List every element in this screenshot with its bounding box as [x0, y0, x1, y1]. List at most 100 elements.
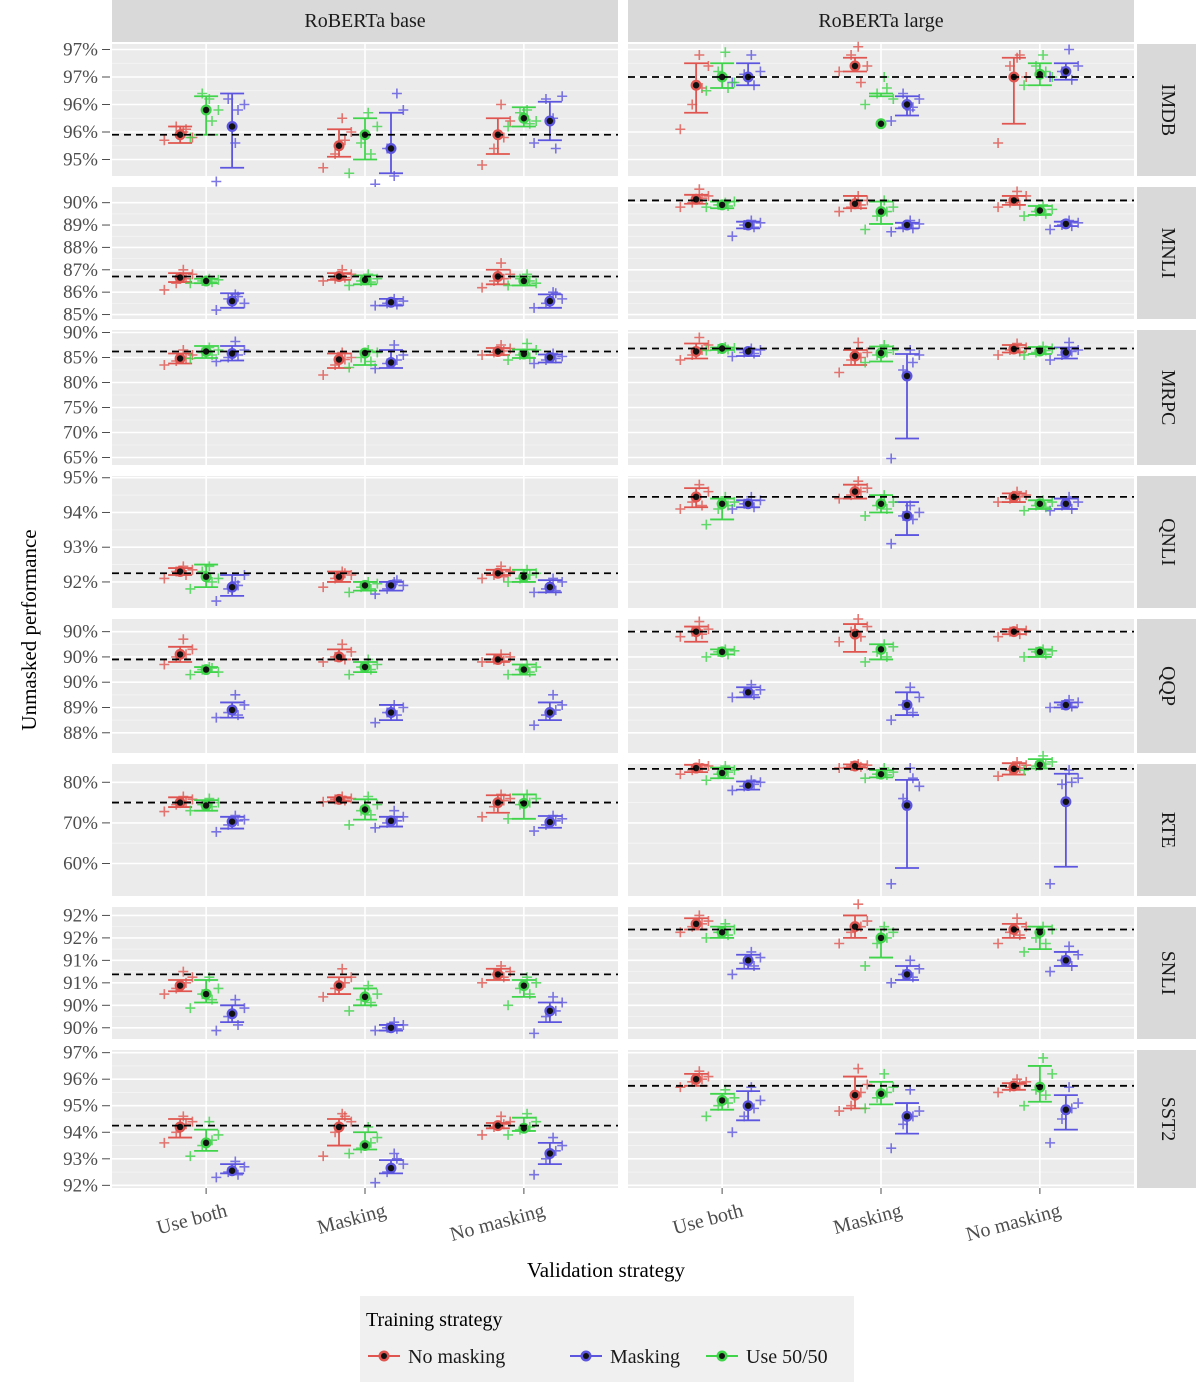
panel-MNLI-0 [112, 187, 618, 319]
jitter-point [720, 47, 731, 58]
mean-point [877, 208, 885, 215]
jitter-point [185, 353, 196, 364]
column-strip-label: RoBERTa base [304, 10, 425, 32]
mean-point [1036, 1083, 1044, 1091]
mean-point [387, 145, 395, 152]
jitter-point [159, 360, 170, 370]
y-tick-label: 70% [63, 423, 98, 444]
jitter-point [675, 769, 686, 780]
jitter-point [211, 826, 222, 837]
y-tick-label: 97% [63, 67, 98, 88]
row-strip [1137, 619, 1196, 753]
panel-QNLI-0 [112, 476, 618, 608]
jitter-point [862, 347, 873, 358]
jitter-point [860, 510, 871, 521]
mean-point [335, 356, 343, 363]
jitter-point [914, 507, 925, 518]
y-tick-label: 96% [63, 122, 98, 143]
mean-point [1062, 349, 1070, 356]
jitter-point [239, 298, 250, 309]
jitter-point [1073, 345, 1084, 355]
jitter-point [477, 282, 488, 293]
jitter-point [703, 916, 714, 927]
mean-point [387, 817, 395, 825]
jitter-point [727, 785, 738, 796]
jitter-point [398, 105, 409, 115]
jitter-point [703, 624, 714, 635]
x-tick-label: No masking [964, 1200, 1064, 1246]
mean-point [1062, 220, 1070, 228]
jitter-point [1047, 497, 1058, 508]
jitter-point [1073, 1098, 1084, 1109]
y-tick-label: 90% [63, 1018, 98, 1039]
row-strip-label: QNLI [1157, 518, 1179, 566]
jitter-point [914, 781, 925, 792]
panel-SNLI-0 [112, 907, 618, 1039]
mean-point [202, 802, 210, 809]
mean-point [1036, 207, 1044, 214]
jitter-point [207, 116, 218, 126]
jitter-point [187, 972, 198, 983]
y-tick-label: 75% [63, 398, 98, 419]
y-tick-label: 85% [63, 348, 98, 369]
jitter-point [703, 61, 714, 71]
jitter-point [675, 631, 686, 642]
jitter-point [548, 1132, 559, 1143]
jitter-point [701, 775, 712, 786]
jitter-point [346, 269, 357, 280]
mean-point [176, 355, 184, 362]
y-tick-label: 80% [63, 373, 98, 394]
jitter-point [230, 336, 241, 347]
mean-point [176, 982, 184, 989]
jitter-point [701, 932, 712, 943]
panel-MRPC-0 [112, 330, 618, 465]
jitter-point [318, 370, 329, 380]
legend-label: No masking [408, 1346, 505, 1368]
panel-MRPC-1 [628, 330, 1134, 465]
mean-point [202, 1139, 210, 1147]
mean-point [228, 1167, 236, 1174]
jitter-point [548, 689, 559, 700]
jitter-point [159, 573, 170, 584]
jitter-point [1019, 946, 1030, 957]
mean-point [202, 106, 210, 114]
mean-point [877, 1090, 885, 1097]
mean-point [228, 297, 236, 305]
mean-point [202, 666, 210, 673]
jitter-point [1064, 941, 1075, 952]
y-tick-label: 96% [63, 1069, 98, 1090]
jitter-point [703, 190, 714, 201]
jitter-point [344, 819, 355, 830]
jitter-point [727, 351, 738, 362]
mean-point [361, 806, 369, 813]
y-tick-label: 90% [63, 672, 98, 693]
jitter-point [993, 771, 1004, 782]
mean-point [335, 142, 343, 149]
jitter-point [531, 116, 542, 126]
mean-point [692, 628, 700, 635]
mean-point [903, 101, 911, 108]
row-strip [1137, 330, 1196, 465]
y-tick-label: 90% [63, 622, 98, 643]
y-tick-label: 94% [63, 1122, 98, 1143]
mean-point [877, 934, 885, 942]
jitter-point [855, 77, 866, 88]
jitter-point [522, 338, 533, 349]
jitter-point [233, 105, 244, 115]
jitter-point [370, 1177, 381, 1188]
row-strip-label: MNLI [1157, 227, 1179, 278]
jitter-point [548, 991, 559, 1002]
row-strip [1137, 764, 1196, 896]
jitter-point [398, 580, 409, 591]
jitter-point [529, 720, 540, 731]
mean-point [387, 359, 395, 366]
mean-point [176, 1123, 184, 1131]
jitter-point [213, 573, 224, 584]
mean-point [903, 221, 911, 229]
mean-point [718, 345, 726, 352]
jitter-point [318, 991, 329, 1002]
column-strip-label: RoBERTa large [818, 10, 943, 32]
jitter-point [1038, 50, 1049, 60]
jitter-point [557, 293, 568, 304]
